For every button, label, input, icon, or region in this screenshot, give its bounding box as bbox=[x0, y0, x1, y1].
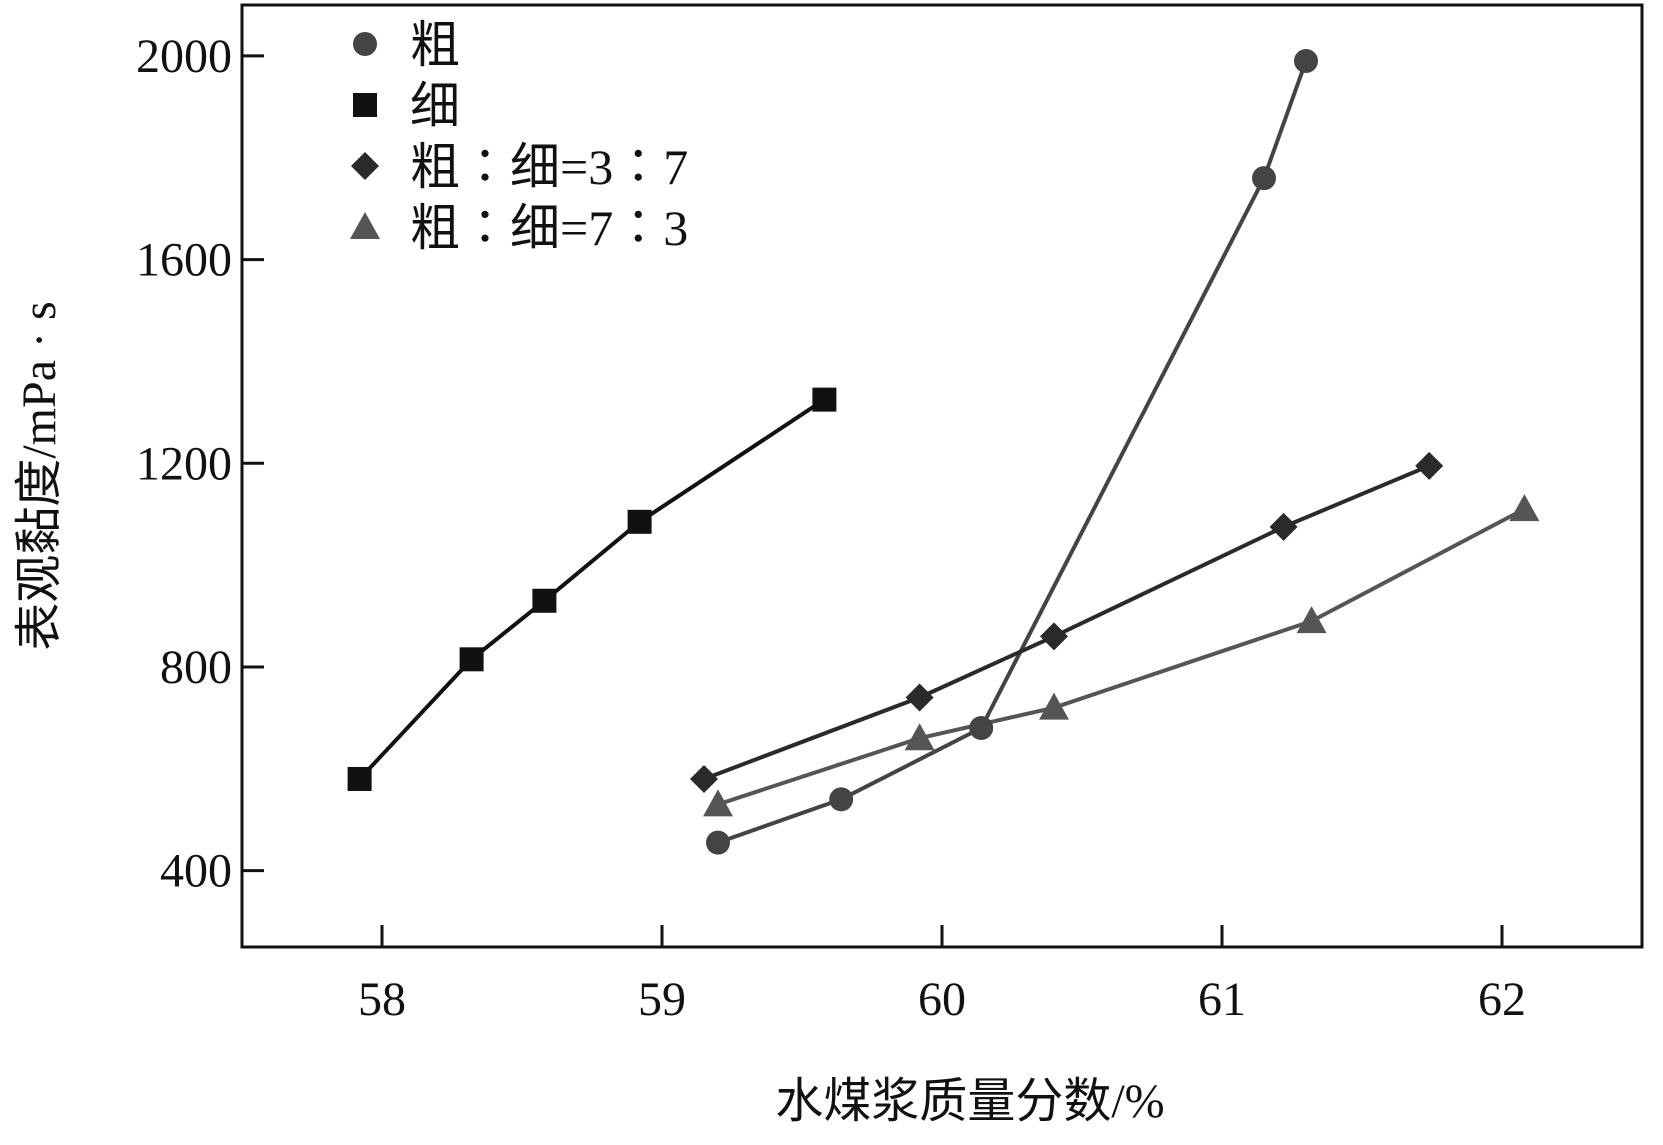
data-point-triangle bbox=[904, 723, 935, 751]
data-point-square bbox=[347, 766, 372, 791]
x-tick-label: 62 bbox=[1478, 973, 1526, 1026]
legend-label: 粗∶细=3∶7 bbox=[410, 139, 688, 195]
data-point-square bbox=[532, 588, 557, 613]
x-tick-label: 58 bbox=[358, 973, 406, 1026]
data-point-triangle bbox=[703, 789, 733, 817]
data-point-triangle bbox=[1039, 692, 1069, 720]
data-point-square bbox=[812, 387, 837, 412]
legend-marker-square bbox=[353, 93, 377, 117]
legend-label: 粗∶细=7∶3 bbox=[410, 200, 688, 256]
series-line-circle bbox=[717, 60, 1308, 845]
y-tick-label: 800 bbox=[160, 641, 232, 694]
data-point-triangle bbox=[1509, 494, 1540, 522]
data-point-square bbox=[627, 509, 652, 534]
x-axis-label: 水煤浆质量分数/% bbox=[775, 1075, 1164, 1128]
data-point-circle bbox=[1294, 49, 1318, 74]
x-tick-label: 61 bbox=[1198, 973, 1246, 1026]
data-point-diamond bbox=[1040, 622, 1068, 651]
y-tick-label: 1600 bbox=[136, 234, 232, 287]
x-tick-label: 60 bbox=[918, 973, 966, 1026]
legend-marker-triangle bbox=[350, 212, 380, 239]
y-axis-label: 表观黏度/mPa · s bbox=[13, 301, 66, 650]
legend-marker-circle bbox=[353, 32, 377, 56]
data-point-diamond bbox=[905, 683, 934, 712]
axis-ticks: 58 59 60 61 62 400 800 1200 1600 2000 bbox=[136, 30, 1526, 1026]
series-line-triangle bbox=[717, 507, 1526, 807]
series-line-square bbox=[358, 397, 826, 781]
data-point-square bbox=[459, 647, 484, 672]
legend-marker-diamond bbox=[351, 152, 379, 180]
data-point-circle bbox=[706, 830, 730, 855]
data-point-circle bbox=[1252, 166, 1276, 191]
data-point-diamond bbox=[690, 764, 718, 793]
data-point-diamond bbox=[1415, 451, 1444, 480]
data-point-diamond bbox=[1269, 512, 1298, 541]
data-point-circle bbox=[969, 716, 994, 741]
x-tick-label: 59 bbox=[638, 973, 686, 1026]
legend: 粗细粗∶细=3∶7粗∶细=7∶3 bbox=[350, 17, 688, 256]
y-tick-label: 1200 bbox=[136, 437, 232, 490]
series-markers bbox=[347, 49, 1540, 855]
data-point-circle bbox=[829, 787, 854, 812]
legend-label: 粗 bbox=[410, 17, 460, 73]
legend-label: 细 bbox=[410, 78, 460, 134]
y-tick-label: 2000 bbox=[136, 30, 232, 83]
data-point-triangle bbox=[1296, 606, 1327, 634]
y-tick-label: 400 bbox=[160, 845, 232, 898]
